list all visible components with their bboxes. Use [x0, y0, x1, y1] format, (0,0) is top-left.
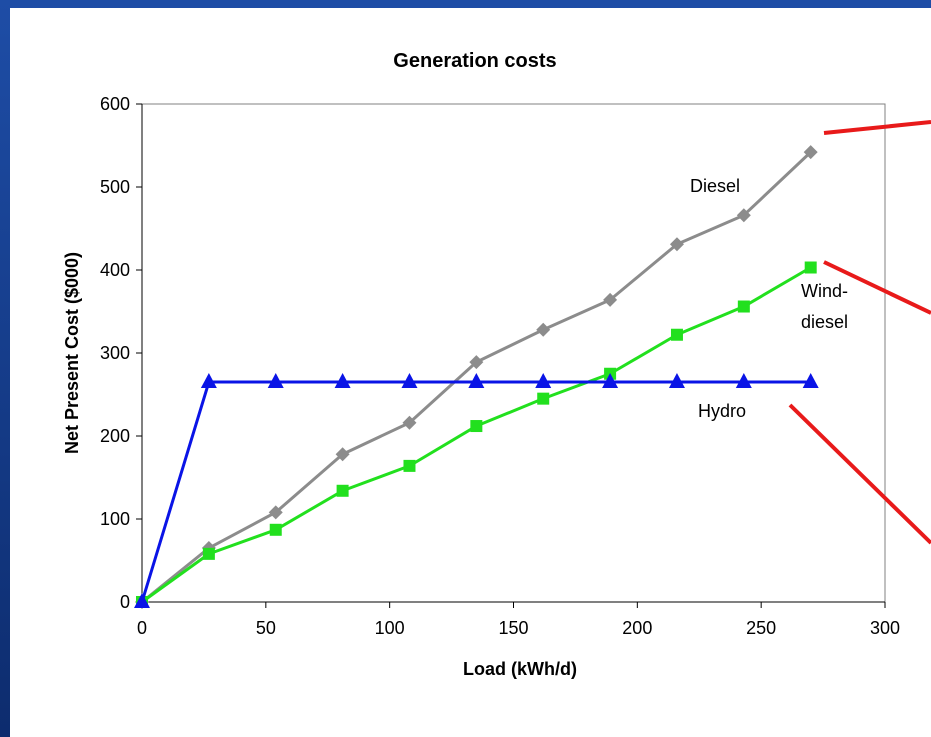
data-point-wind-diesel — [737, 300, 750, 313]
chart-canvas: Generation costs 0 100 200 300 400 500 600 0 50… — [10, 8, 931, 737]
pointer-line-hydro — [788, 403, 931, 545]
data-point-diesel — [803, 145, 818, 160]
data-point-hydro — [602, 373, 619, 389]
data-point-wind-diesel — [670, 328, 683, 341]
series-label-hydro: Hydro — [698, 401, 746, 421]
y-tick-label: 0 — [120, 592, 130, 612]
plot-frame — [141, 103, 886, 603]
data-point-wind-diesel — [403, 459, 416, 472]
data-point-hydro — [802, 373, 819, 389]
data-point-hydro — [134, 593, 150, 608]
y-tick-label: 500 — [100, 177, 130, 197]
data-point-hydro — [468, 373, 485, 389]
y-tick-label: 100 — [100, 509, 130, 529]
callout-pointers — [788, 120, 931, 545]
x-axis-label: Load (kWh/d) — [463, 659, 577, 679]
data-point-hydro — [668, 373, 685, 389]
series-label-wind-diesel-line1: Wind- — [801, 281, 848, 301]
y-tick-label: 200 — [100, 426, 130, 446]
y-tick-label: 400 — [100, 260, 130, 280]
y-axis: 0 100 200 300 400 500 600 — [100, 94, 143, 612]
x-tick-label: 50 — [256, 618, 276, 638]
y-tick-label: 300 — [100, 343, 130, 363]
data-point-wind-diesel — [336, 484, 349, 497]
data-point-wind-diesel — [804, 261, 817, 274]
data-point-hydro — [735, 373, 752, 389]
data-point-diesel — [335, 447, 350, 462]
y-tick-label: 600 — [100, 94, 130, 114]
x-tick-label: 200 — [622, 618, 652, 638]
x-tick-label: 0 — [137, 618, 147, 638]
data-point-diesel — [736, 208, 751, 223]
x-axis: 0 50 100 150 200 250 300 — [137, 601, 900, 638]
pointer-line-diesel — [823, 120, 931, 135]
series-label-diesel: Diesel — [690, 176, 740, 196]
data-point-hydro — [267, 373, 284, 389]
data-point-wind-diesel — [269, 523, 282, 536]
data-point-wind-diesel — [470, 420, 483, 433]
data-point-wind-diesel — [202, 547, 215, 560]
data-point-wind-diesel — [537, 392, 550, 405]
data-point-hydro — [200, 373, 217, 389]
data-point-diesel — [469, 355, 484, 370]
plot-area — [141, 103, 886, 603]
x-tick-label: 250 — [746, 618, 776, 638]
series-label-wind-diesel-line2: diesel — [801, 312, 848, 332]
data-point-diesel — [603, 292, 618, 307]
data-point-diesel — [402, 415, 417, 430]
data-point-diesel — [268, 505, 283, 520]
series-layer — [134, 145, 819, 609]
series-hydro — [134, 373, 819, 608]
data-point-hydro — [535, 373, 552, 389]
chart-title: Generation costs — [393, 50, 556, 72]
x-tick-label: 300 — [870, 618, 900, 638]
series-annotations: Diesel Wind- diesel Hydro — [690, 176, 848, 421]
pointer-line-wind-diesel — [823, 260, 931, 315]
x-tick-label: 150 — [498, 618, 528, 638]
data-point-diesel — [669, 237, 684, 252]
y-axis-label: Net Present Cost ($000) — [62, 252, 82, 454]
data-point-hydro — [401, 373, 418, 389]
x-tick-label: 100 — [375, 618, 405, 638]
generation-costs-chart: Generation costs 0 100 200 300 400 500 600 0 50… — [62, 50, 931, 679]
data-point-diesel — [536, 322, 551, 337]
data-point-hydro — [334, 373, 351, 389]
